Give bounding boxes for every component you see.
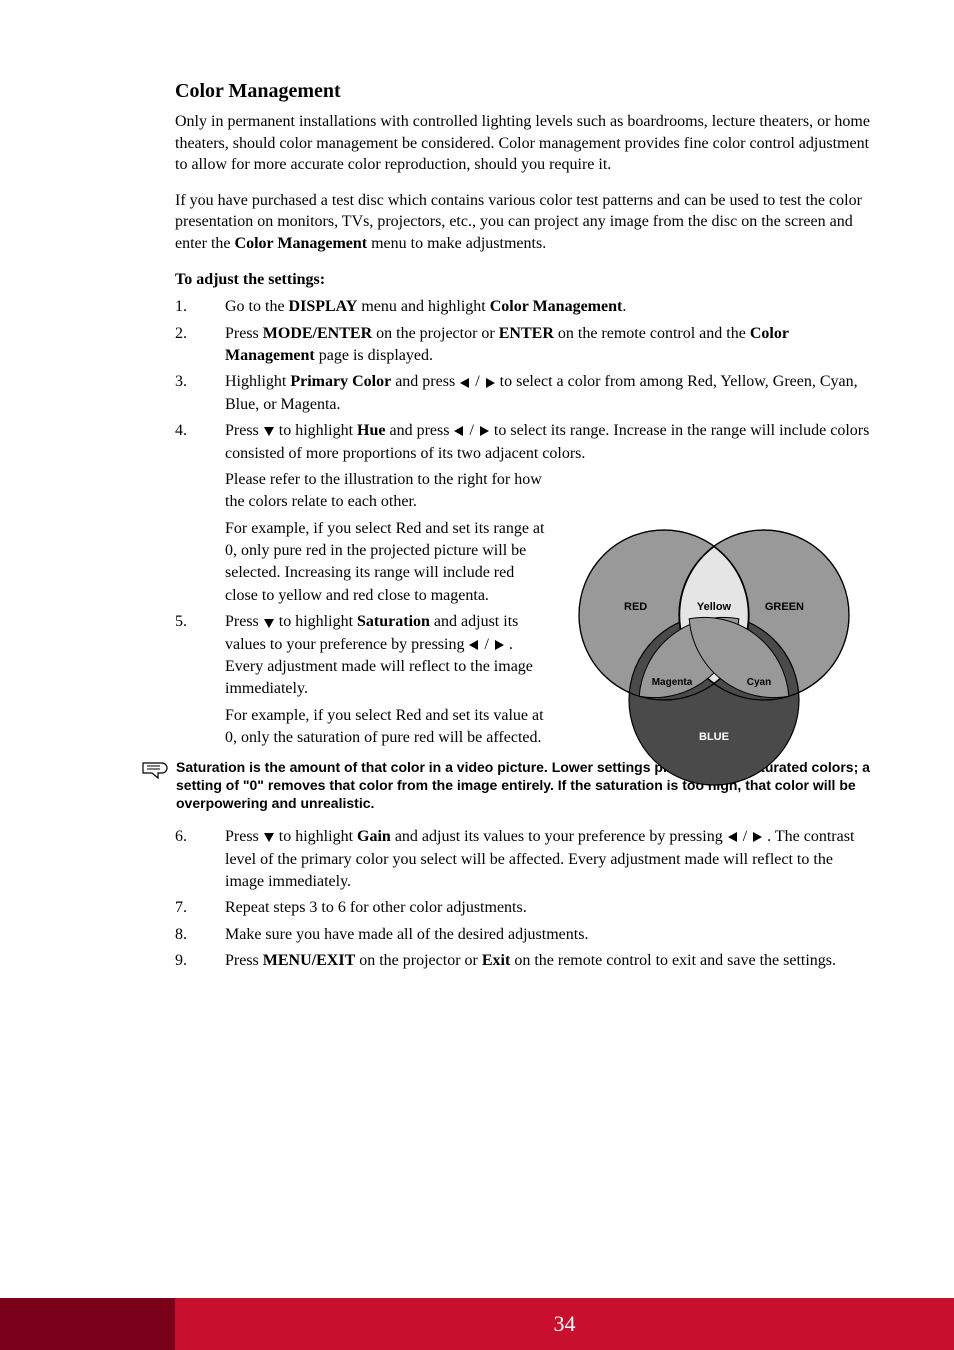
s9b1: MENU/EXIT xyxy=(263,952,355,969)
steps-list-upper: 1. Go to the DISPLAY menu and highlight … xyxy=(175,296,874,465)
s3c: and press xyxy=(391,373,459,390)
step-6: 6. Press to highlight Gain and adjust it… xyxy=(175,826,874,893)
step-5-num: 5. xyxy=(175,611,187,633)
s1b2: Color Management xyxy=(490,298,623,315)
s9c: on the projector or xyxy=(355,952,482,969)
adjust-settings-label: To adjust the settings: xyxy=(175,269,874,291)
steps-list-lower: 6. Press to highlight Gain and adjust it… xyxy=(175,826,874,972)
left-arrow-icon xyxy=(459,377,471,389)
s1b1: DISPLAY xyxy=(289,298,358,315)
s9d: on the remote control to exit and save t… xyxy=(510,952,836,969)
s5b: to highlight xyxy=(279,613,357,630)
s4c: and press xyxy=(385,422,453,439)
step-2: 2. Press MODE/ENTER on the projector or … xyxy=(175,323,874,368)
right-arrow-icon xyxy=(478,425,490,437)
footer-right-block: 34 xyxy=(175,1298,954,1350)
diagram-label-cyan: Cyan xyxy=(747,677,771,688)
diagram-label-blue: BLUE xyxy=(699,731,729,743)
left-arrow-icon xyxy=(468,639,480,651)
right-arrow-icon xyxy=(751,831,763,843)
step-9-num: 9. xyxy=(175,950,187,972)
s6a: Press xyxy=(225,828,263,845)
s7text: Repeat steps 3 to 6 for other color adju… xyxy=(225,897,874,919)
step-8: 8. Make sure you have made all of the de… xyxy=(175,924,874,946)
s6c: and adjust its values to your preference… xyxy=(391,828,727,845)
page-number: 34 xyxy=(554,1311,576,1337)
down-arrow-icon xyxy=(263,831,275,843)
step-6-num: 6. xyxy=(175,826,187,848)
intro2-b: menu to make adjustments. xyxy=(367,235,546,252)
s8text: Make sure you have made all of the desir… xyxy=(225,924,874,946)
step-9: 9. Press MENU/EXIT on the projector or E… xyxy=(175,950,874,972)
down-arrow-icon xyxy=(263,617,275,629)
s4b: to highlight xyxy=(279,422,357,439)
step-1-num: 1. xyxy=(175,296,187,318)
s2b1: MODE/ENTER xyxy=(263,325,372,342)
right-arrow-icon xyxy=(484,377,496,389)
s2b2: ENTER xyxy=(499,325,554,342)
s9a: Press xyxy=(225,952,263,969)
step-3: 3. Highlight Primary Color and press / t… xyxy=(175,371,874,416)
s5a: Press xyxy=(225,613,263,630)
s6b: to highlight xyxy=(279,828,357,845)
s1c: menu and highlight xyxy=(357,298,489,315)
diagram-label-magenta: Magenta xyxy=(652,677,693,688)
s4a: Press xyxy=(225,422,263,439)
right-arrow-icon xyxy=(493,639,505,651)
s2c: on the projector or xyxy=(372,325,499,342)
step-4-continuation-1: Please refer to the illustration to the … xyxy=(175,469,545,514)
s4b1: Hue xyxy=(357,422,385,439)
step-4-num: 4. xyxy=(175,420,187,442)
s1d: . xyxy=(622,298,626,315)
page-content: Color Management Only in permanent insta… xyxy=(0,0,954,972)
s9b2: Exit xyxy=(482,952,510,969)
footer-left-block xyxy=(0,1298,175,1350)
color-venn-diagram: RED Yellow GREEN Magenta Cyan BLUE xyxy=(554,515,874,800)
step-2-num: 2. xyxy=(175,323,187,345)
diagram-label-red: RED xyxy=(624,601,647,613)
step-4: 4. Press to highlight Hue and press / to… xyxy=(175,420,874,465)
step-7: 7. Repeat steps 3 to 6 for other color a… xyxy=(175,897,874,919)
diagram-label-green: GREEN xyxy=(765,601,804,613)
down-arrow-icon xyxy=(263,425,275,437)
diagram-label-yellow: Yellow xyxy=(697,601,732,613)
step-8-num: 8. xyxy=(175,924,187,946)
s3a: Highlight xyxy=(225,373,290,390)
s2d: on the remote control and the xyxy=(554,325,750,342)
step-4-continuation-2: For example, if you select Red and set i… xyxy=(175,518,545,608)
s2e: page is displayed. xyxy=(315,347,433,364)
section-heading: Color Management xyxy=(175,80,874,103)
step-5-continuation-1: For example, if you select Red and set i… xyxy=(175,705,545,750)
intro-paragraph-2: If you have purchased a test disc which … xyxy=(175,190,874,255)
step-1: 1. Go to the DISPLAY menu and highlight … xyxy=(175,296,874,318)
page-footer: 34 xyxy=(0,1298,954,1350)
s1a: Go to the xyxy=(225,298,289,315)
s2a: Press xyxy=(225,325,263,342)
intro-paragraph-1: Only in permanent installations with con… xyxy=(175,111,874,176)
s6b1: Gain xyxy=(357,828,391,845)
step-3-num: 3. xyxy=(175,371,187,393)
s3b1: Primary Color xyxy=(290,373,391,390)
note-icon xyxy=(140,760,170,780)
left-arrow-icon xyxy=(453,425,465,437)
step-7-num: 7. xyxy=(175,897,187,919)
s5b1: Saturation xyxy=(357,613,430,630)
left-arrow-icon xyxy=(727,831,739,843)
intro2-bold: Color Management xyxy=(235,235,368,252)
